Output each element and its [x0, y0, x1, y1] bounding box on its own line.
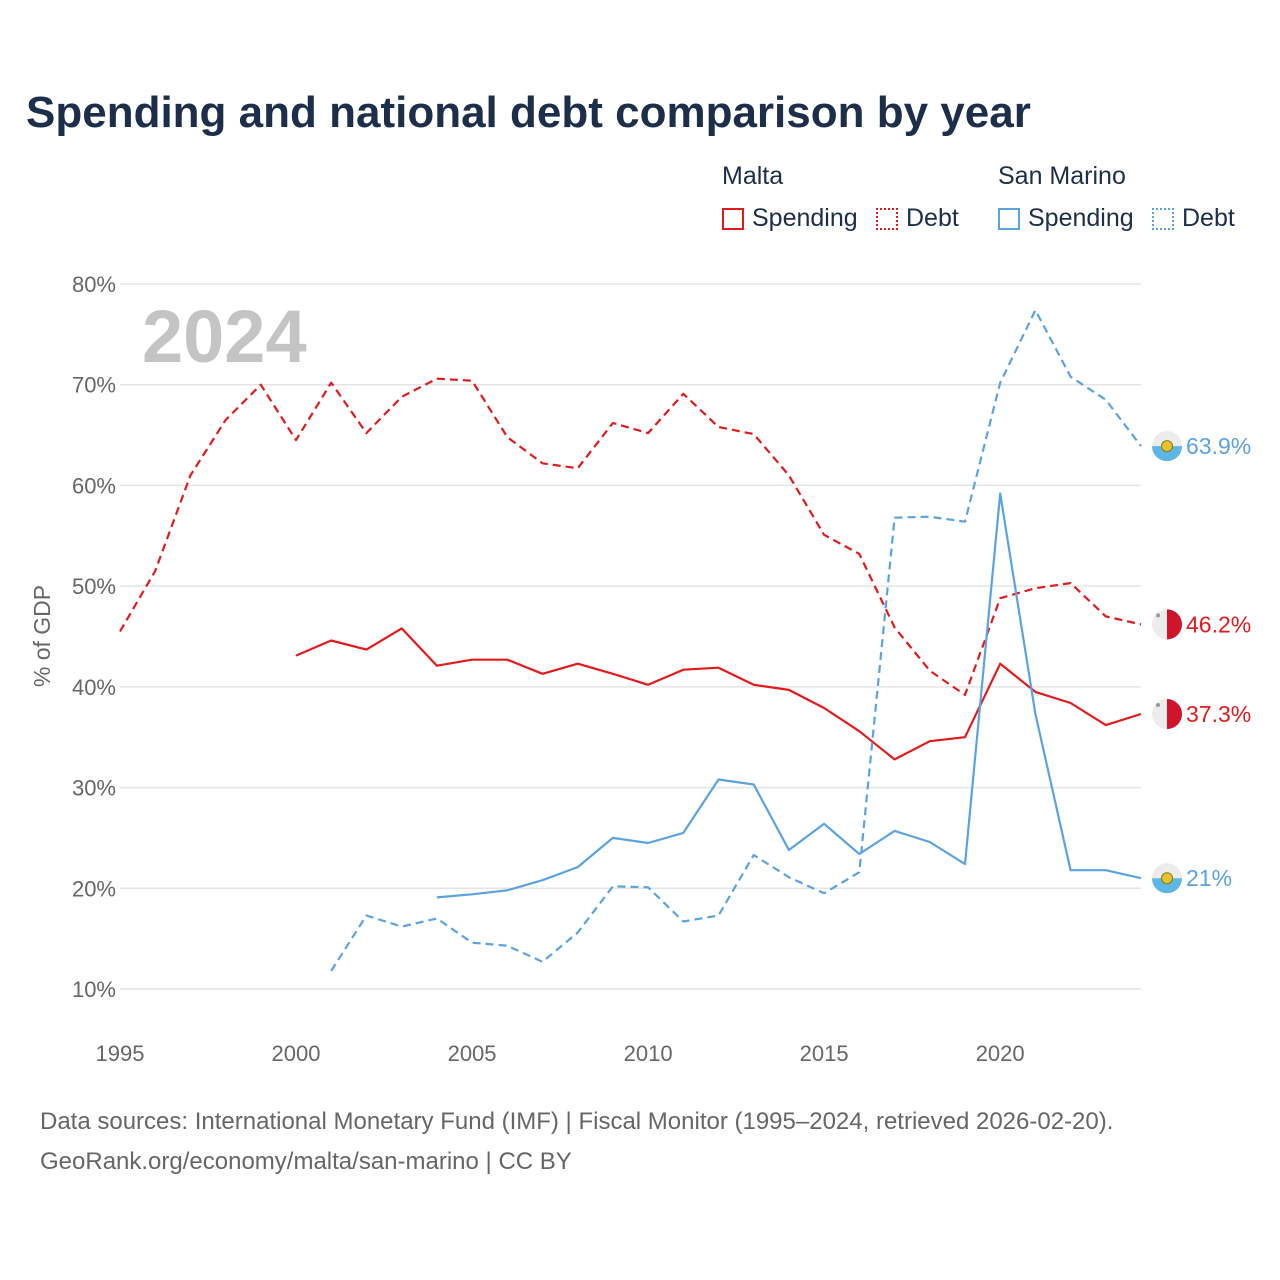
chart-title: Spending and national debt comparison by… — [26, 88, 1031, 137]
x-tick-label: 2000 — [272, 1041, 321, 1066]
y-axis-label: % of GDP — [29, 585, 55, 687]
end-flag-san-marino-debt — [1152, 431, 1182, 462]
y-tick-label: 30% — [72, 776, 116, 801]
y-tick-label: 60% — [72, 473, 116, 498]
malta-flag-cross — [1156, 703, 1160, 708]
end-flag-san-marino-spending — [1152, 863, 1182, 894]
san-marino-flag-emblem — [1161, 872, 1173, 885]
gridlines — [120, 283, 1141, 990]
san-marino-flag-blue — [1152, 878, 1182, 894]
legend-label-malta-spending: Spending — [752, 204, 858, 232]
end-flag-malta-spending — [1152, 699, 1182, 730]
legend-san-marino-debt[interactable]: Debt — [1152, 204, 1235, 233]
footer-sources: Data sources: International Monetary Fun… — [40, 1108, 1114, 1135]
y-tick-label: 10% — [72, 977, 116, 1002]
end-label-san-marino-spending: 21% — [1186, 865, 1232, 891]
end-label-san-marino-debt: 63.9% — [1186, 433, 1251, 459]
legend-label-san-marino-spending: Spending — [1028, 204, 1134, 232]
end-label-malta-spending: 37.3% — [1186, 701, 1251, 727]
series-line-san-marino-debt[interactable] — [330, 309, 1142, 972]
legend-swatch-san-marino-debt — [1152, 207, 1174, 230]
y-tick-label: 80% — [72, 272, 116, 297]
end-flag-malta-debt — [1152, 609, 1182, 640]
series-line-malta-debt[interactable] — [119, 377, 1142, 697]
x-tick-label: 2015 — [800, 1041, 849, 1066]
series-line-malta-spending[interactable] — [295, 627, 1142, 761]
malta-flag-cross — [1156, 613, 1160, 618]
series-lines — [119, 309, 1142, 972]
x-tick-label: 2020 — [976, 1041, 1025, 1066]
legend-san-marino-title: San Marino — [998, 162, 1126, 190]
y-tick-label: 20% — [72, 876, 116, 901]
series-line-san-marino-spending[interactable] — [436, 492, 1142, 899]
series-end-markers: 46.2% 37.3% 63.9% 21% — [1152, 431, 1251, 894]
legend-label-malta-debt: Debt — [906, 204, 959, 232]
malta-flag-red — [1167, 609, 1182, 640]
legend-swatch-san-marino-spending — [998, 207, 1020, 230]
x-axis-ticks: 1995 2000 2005 2010 2015 2020 — [96, 1041, 1025, 1066]
san-marino-flag-emblem — [1161, 440, 1173, 453]
malta-flag-red — [1167, 699, 1182, 730]
y-axis-ticks: 10% 20% 30% 40% 50% 60% 70% 80% — [72, 272, 116, 1002]
y-tick-label: 40% — [72, 675, 116, 700]
legend-malta-debt[interactable]: Debt — [876, 204, 959, 233]
legend-label-san-marino-debt: Debt — [1182, 204, 1235, 232]
y-tick-label: 50% — [72, 574, 116, 599]
legend-swatch-malta-spending — [722, 207, 744, 230]
legend-swatch-malta-debt — [876, 207, 898, 230]
legend-malta-spending[interactable]: Spending — [722, 204, 858, 233]
x-tick-label: 2005 — [448, 1041, 497, 1066]
x-tick-label: 2010 — [624, 1041, 673, 1066]
san-marino-flag-blue — [1152, 446, 1182, 462]
year-watermark: 2024 — [142, 295, 307, 378]
y-tick-label: 70% — [72, 373, 116, 398]
x-tick-label: 1995 — [96, 1041, 145, 1066]
end-label-malta-debt: 46.2% — [1186, 611, 1251, 637]
footer-attribution: GeoRank.org/economy/malta/san-marino | C… — [40, 1148, 572, 1175]
legend-malta-title: Malta — [722, 162, 784, 190]
legend-san-marino-spending[interactable]: Spending — [998, 204, 1134, 233]
